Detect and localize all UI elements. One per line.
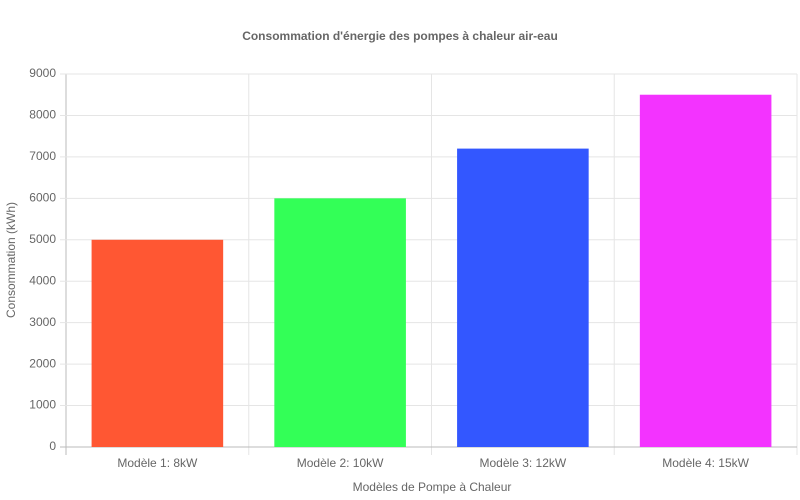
y-tick-label: 7000	[29, 149, 56, 163]
bar	[274, 198, 406, 447]
y-tick-label: 9000	[29, 66, 56, 80]
x-tick-label: Modèle 4: 15kW	[662, 456, 749, 470]
bar	[457, 148, 589, 447]
y-tick-label: 8000	[29, 108, 56, 122]
x-tick-label: Modèle 3: 12kW	[480, 456, 567, 470]
bar	[639, 94, 772, 447]
y-tick-label: 3000	[29, 315, 56, 329]
chart-title: Consommation d'énergie des pompes à chal…	[242, 29, 558, 43]
y-tick-label: 2000	[29, 356, 56, 370]
y-tick-label: 0	[49, 439, 56, 453]
y-axis-label: Consommation (kWh)	[4, 202, 18, 318]
bar	[91, 239, 224, 447]
x-tick-label: Modèle 2: 10kW	[297, 456, 384, 470]
y-tick-label: 6000	[29, 191, 56, 205]
y-tick-label: 4000	[29, 273, 56, 287]
y-tick-label: 5000	[29, 232, 56, 246]
x-tick-label: Modèle 1: 8kW	[117, 456, 198, 470]
y-tick-label: 1000	[29, 398, 56, 412]
x-axis-label: Modèles de Pompe à Chaleur	[353, 480, 512, 494]
